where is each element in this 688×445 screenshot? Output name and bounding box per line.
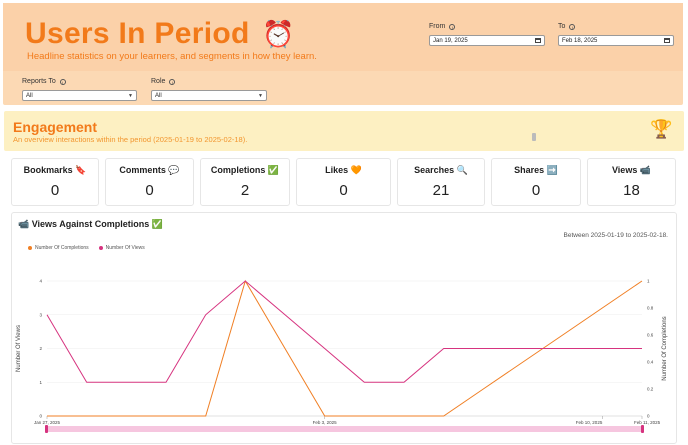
series-line — [46, 280, 642, 383]
stat-label: Comments 💬 — [119, 165, 180, 175]
from-date-filter: From i Jan 19, 2025 — [429, 23, 545, 46]
from-date-input[interactable]: Jan 19, 2025 — [429, 35, 545, 46]
y-tick-label: 4 — [39, 279, 42, 284]
x-tick-label: Feb 11, 2025 — [634, 420, 661, 425]
chevron-down-icon: ▼ — [128, 92, 133, 99]
page-title: Users In Period ⏰ — [25, 17, 295, 51]
reports-to-filter: Reports To i All ▼ — [22, 78, 137, 101]
y-right-tick-label: 0.6 — [647, 333, 654, 338]
from-date-value: Jan 19, 2025 — [433, 37, 468, 44]
views-vs-completions-card: 📹 Views Against Completions ✅ Between 20… — [11, 212, 677, 444]
x-tick-label: Feb 10, 2025 — [576, 420, 603, 425]
stat-label: Shares ➡️ — [514, 165, 558, 175]
to-date-filter: To i Feb 18, 2025 — [558, 23, 674, 46]
y-right-tick-label: 0.4 — [647, 360, 654, 365]
header-banner: Users In Period ⏰ Headline statistics on… — [3, 3, 683, 71]
info-icon[interactable]: i — [449, 23, 456, 30]
role-label: Role — [151, 78, 166, 85]
calendar-icon[interactable] — [535, 38, 541, 43]
stat-value: 0 — [145, 182, 154, 199]
info-icon[interactable]: i — [169, 78, 176, 85]
legend-item-completions[interactable]: Number Of Completions — [28, 245, 89, 251]
stat-card-shares: Shares ➡️ 0 — [491, 158, 581, 206]
stat-label: Bookmarks 🔖 — [23, 165, 87, 175]
range-handle-right — [641, 425, 644, 433]
y-right-axis-title: Number Of Completions — [662, 316, 668, 380]
stats-row: Bookmarks 🔖 0 Comments 💬 0 Completions ✅… — [11, 158, 676, 206]
legend-label: Number Of Views — [105, 245, 145, 251]
x-tick-label: Jan 27, 2025 — [34, 420, 61, 425]
scrollbar-handle[interactable] — [532, 133, 536, 141]
stat-value: 18 — [623, 182, 640, 199]
y-tick-label: 2 — [39, 346, 42, 351]
stat-label: Likes 🧡 — [325, 165, 362, 175]
chart-legend: Number Of Completions Number Of Views — [28, 245, 145, 251]
y-tick-label: 0 — [39, 414, 42, 419]
legend-swatch — [98, 245, 103, 250]
to-label: To — [558, 23, 566, 30]
legend-item-views[interactable]: Number Of Views — [98, 245, 145, 251]
y-axis-title: Number Of Views — [16, 325, 22, 372]
stat-card-likes: Likes 🧡 0 — [296, 158, 391, 206]
stat-value: 21 — [432, 182, 450, 199]
y-right-tick-label: 0.8 — [647, 306, 654, 311]
chart-title: 📹 Views Against Completions ✅ — [18, 219, 163, 229]
stat-card-completions: Completions ✅ 2 — [200, 158, 290, 206]
engagement-title: Engagement — [13, 119, 98, 135]
chart-range-text: Between 2025-01-19 to 2025-02-18. — [563, 232, 668, 239]
page-subtitle: Headline statistics on your learners, an… — [27, 51, 317, 62]
y-right-tick-label: 1 — [647, 279, 650, 284]
reports-to-select[interactable]: All ▼ — [22, 90, 137, 101]
alarm-clock-icon: ⏰ — [262, 19, 295, 49]
y-right-tick-label: 0 — [647, 414, 650, 419]
to-date-input[interactable]: Feb 18, 2025 — [558, 35, 674, 46]
page-header: Users In Period ⏰ Headline statistics on… — [3, 3, 683, 105]
engagement-banner: Engagement An overview interactions with… — [4, 111, 684, 151]
stat-card-bookmarks: Bookmarks 🔖 0 — [11, 158, 99, 206]
info-icon[interactable]: i — [569, 23, 576, 30]
y-tick-label: 1 — [39, 380, 42, 385]
stat-card-comments: Comments 💬 0 — [105, 158, 194, 206]
calendar-icon[interactable] — [664, 38, 670, 43]
stat-card-searches: Searches 🔍 21 — [397, 158, 485, 206]
role-value: All — [155, 92, 162, 99]
reports-to-value: All — [26, 92, 33, 99]
range-handle-left — [45, 425, 48, 433]
from-label: From — [429, 23, 446, 30]
line-chart: 0 1 2 3 4 0 0.2 0.4 0.6 0.8 1 Number Of Views Number… — [16, 279, 668, 433]
to-date-value: Feb 18, 2025 — [562, 37, 598, 44]
range-slider — [47, 426, 642, 432]
page-title-text: Users In Period — [25, 17, 250, 50]
chevron-down-icon: ▼ — [258, 92, 263, 99]
stat-value: 2 — [240, 182, 250, 199]
stat-label: Views 📹 — [611, 165, 652, 175]
stat-card-views: Views 📹 18 — [587, 158, 676, 206]
legend-swatch — [28, 245, 32, 250]
role-select[interactable]: All ▼ — [151, 90, 267, 101]
legend-label: Number Of Completions — [35, 245, 89, 251]
stat-value: 0 — [339, 182, 348, 199]
reports-to-label: Reports To — [22, 78, 56, 85]
role-filter: Role i All ▼ — [151, 78, 267, 101]
y-tick-label: 3 — [39, 312, 42, 317]
engagement-subtitle: An overview interactions within the peri… — [13, 135, 248, 144]
x-tick-label: Feb 3, 2025 — [313, 420, 338, 425]
trophy-icon: 🏆 — [650, 119, 673, 139]
info-icon[interactable]: i — [59, 78, 66, 85]
stat-value: 0 — [531, 182, 541, 199]
stat-label: Searches 🔍 — [414, 165, 468, 175]
stat-label: Completions ✅ — [210, 165, 280, 175]
y-right-tick-label: 0.2 — [647, 387, 654, 392]
stat-value: 0 — [50, 182, 60, 199]
